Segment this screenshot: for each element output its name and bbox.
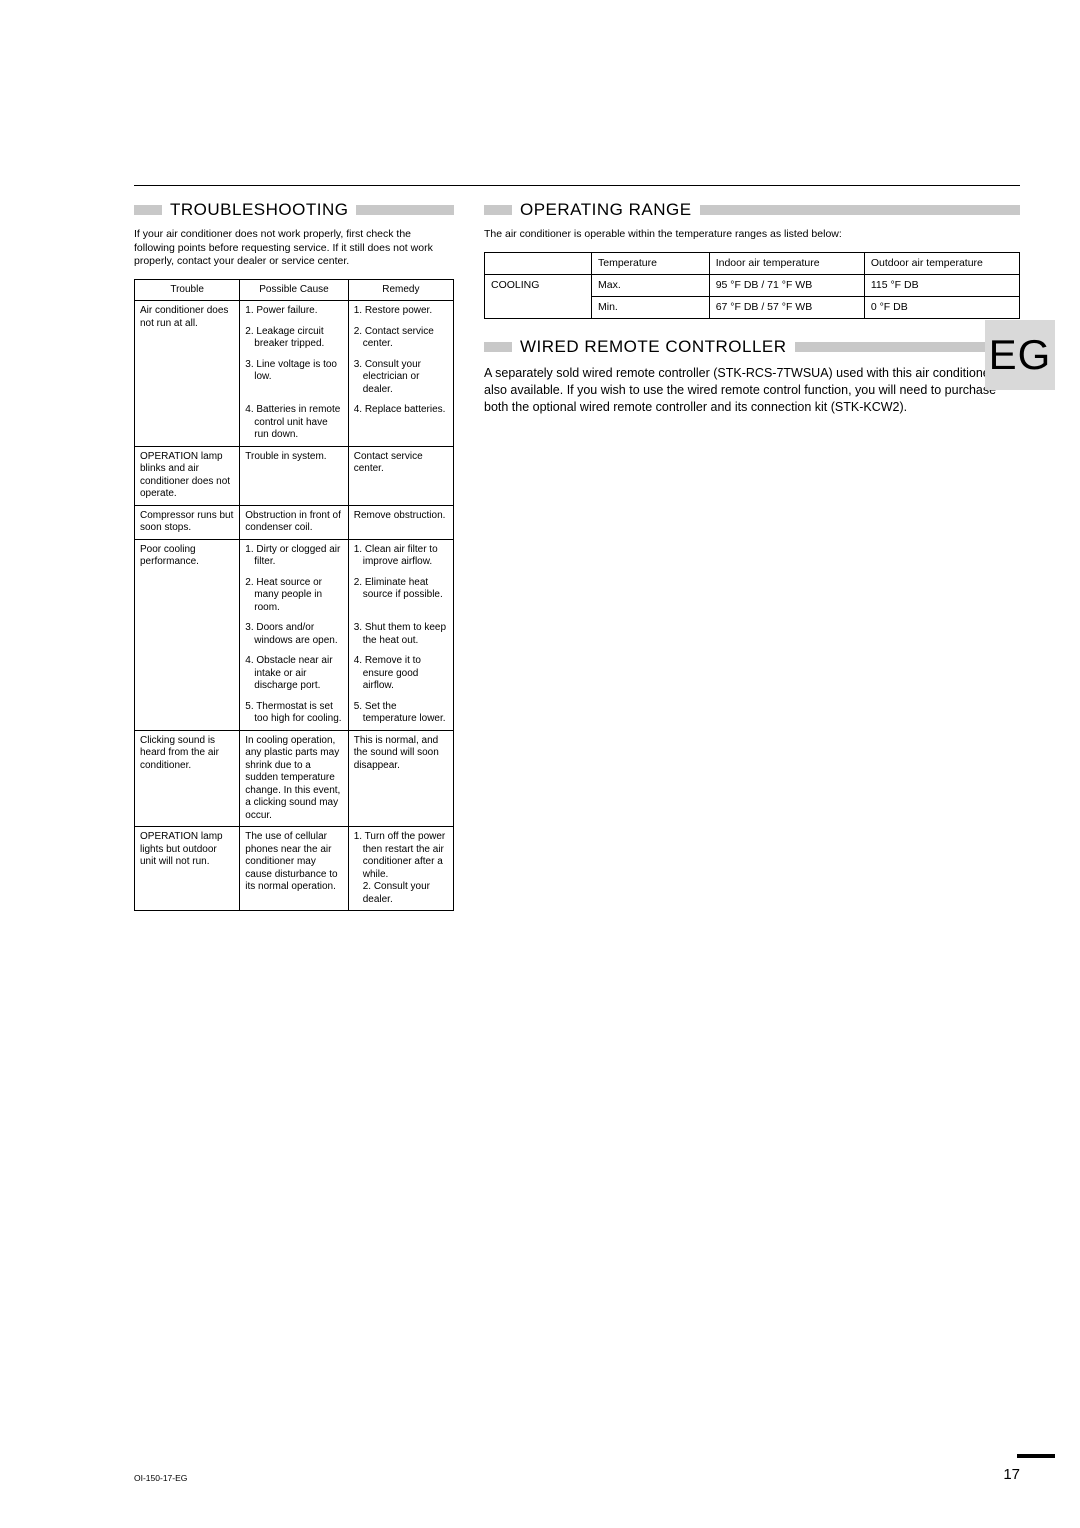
heading-bar-right [356,205,454,215]
remedy-cell: 3. Shut them to keep the heat out. [348,618,453,651]
cause-cell: Obstruction in front of condenser coil. [240,505,348,539]
troubleshooting-heading: TROUBLESHOOTING [134,200,454,220]
table-row: Poor cooling performance. 1. Dirty or cl… [135,539,454,573]
page-footer: OI-150-17-EG 17 [134,1466,1020,1483]
cause-cell: Trouble in system. [240,446,348,505]
cause-cell: 2. Heat source or many people in room. [240,573,348,619]
col-outdoor: Outdoor air temperature [864,252,1019,274]
trouble-cell: OPERATION lamp lights but outdoor unit w… [135,827,240,911]
wired-remote-heading: WIRED REMOTE CONTROLLER [484,337,1020,357]
table-header-row: Temperature Indoor air temperature Outdo… [485,252,1020,274]
remedy-cell: Contact service center. [348,446,453,505]
cause-cell: In cooling operation, any plastic parts … [240,730,348,827]
cause-cell: 4. Obstacle near air intake or air disch… [240,651,348,697]
heading-bar-left [484,205,512,215]
cause-cell: 3. Line voltage is too low. [240,355,348,401]
content-columns: TROUBLESHOOTING If your air conditioner … [134,200,1020,911]
col-cause: Possible Cause [240,279,348,301]
left-column: TROUBLESHOOTING If your air conditioner … [134,200,454,911]
cause-cell: 1. Dirty or clogged air filter. [240,539,348,573]
footer-mark [1017,1454,1055,1458]
footer-code: OI-150-17-EG [134,1473,187,1483]
indoor-cell: 95 °F DB / 71 °F WB [709,274,864,296]
temp-cell: Max. [592,274,710,296]
trouble-cell: Poor cooling performance. [135,539,240,730]
col-remedy: Remedy [348,279,453,301]
remedy-cell: Remove obstruction. [348,505,453,539]
wired-remote-description: A separately sold wired remote controlle… [484,365,1020,416]
trouble-cell: OPERATION lamp blinks and air conditione… [135,446,240,505]
remedy-cell: 1. Clean air filter to improve airflow. [348,539,453,573]
heading-bar-right [700,205,1020,215]
troubleshooting-title: TROUBLESHOOTING [170,200,348,220]
remedy-cell: This is normal, and the sound will soon … [348,730,453,827]
remedy-cell: 1. Restore power. [348,301,453,322]
trouble-cell: Air conditioner does not run at all. [135,301,240,447]
trouble-cell: Compressor runs but soon stops. [135,505,240,539]
footer-page: 17 [1003,1466,1020,1483]
remedy-cell: 4. Remove it to ensure good airflow. [348,651,453,697]
cause-cell: 2. Leakage circuit breaker tripped. [240,322,348,355]
cause-cell: The use of cellular phones near the air … [240,827,348,911]
col-indoor: Indoor air temperature [709,252,864,274]
outdoor-cell: 0 °F DB [864,296,1019,318]
cause-cell: 4. Batteries in remote control unit have… [240,400,348,446]
table-row: COOLING Max. 95 °F DB / 71 °F WB 115 °F … [485,274,1020,296]
table-header-row: Trouble Possible Cause Remedy [135,279,454,301]
remedy-cell: 4. Replace batteries. [348,400,453,446]
language-badge: EG [985,320,1055,390]
badge-text: EG [989,331,1052,379]
indoor-cell: 67 °F DB / 57 °F WB [709,296,864,318]
mode-cell: COOLING [485,274,592,318]
outdoor-cell: 115 °F DB [864,274,1019,296]
temp-cell: Min. [592,296,710,318]
remedy-cell: 3. Consult your electrician or dealer. [348,355,453,401]
operating-range-table: Temperature Indoor air temperature Outdo… [484,252,1020,319]
remedy-cell: 2. Contact service center. [348,322,453,355]
table-row: OPERATION lamp lights but outdoor unit w… [135,827,454,911]
table-row: OPERATION lamp blinks and air conditione… [135,446,454,505]
wired-remote-title: WIRED REMOTE CONTROLLER [520,337,787,357]
remedy-cell: 1. Turn off the power then restart the a… [348,827,453,911]
troubleshooting-table: Trouble Possible Cause Remedy Air condit… [134,279,454,912]
right-column: OPERATING RANGE The air conditioner is o… [484,200,1020,911]
col-blank [485,252,592,274]
col-temperature: Temperature [592,252,710,274]
troubleshooting-intro: If your air conditioner does not work pr… [134,228,454,269]
table-row: Air conditioner does not run at all. 1. … [135,301,454,322]
col-trouble: Trouble [135,279,240,301]
heading-bar-left [484,342,512,352]
top-rule [134,185,1020,186]
cause-cell: 3. Doors and/or windows are open. [240,618,348,651]
cause-cell: 5. Thermostat is set too high for coolin… [240,697,348,731]
table-row: Compressor runs but soon stops. Obstruct… [135,505,454,539]
cause-cell: 1. Power failure. [240,301,348,322]
remedy-cell: 5. Set the temperature lower. [348,697,453,731]
heading-bar-left [134,205,162,215]
operating-range-intro: The air conditioner is operable within t… [484,228,1020,242]
operating-range-heading: OPERATING RANGE [484,200,1020,220]
operating-range-title: OPERATING RANGE [520,200,692,220]
trouble-cell: Clicking sound is heard from the air con… [135,730,240,827]
remedy-cell: 2. Eliminate heat source if possible. [348,573,453,619]
table-row: Clicking sound is heard from the air con… [135,730,454,827]
